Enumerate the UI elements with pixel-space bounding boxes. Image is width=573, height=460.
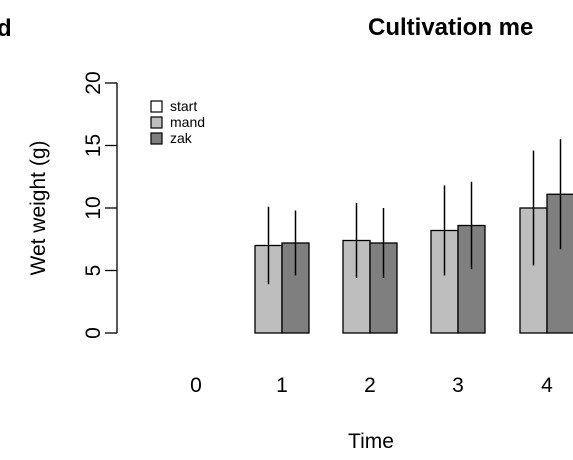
x-tick-label: 0	[190, 374, 202, 397]
x-axis-label: Time	[348, 430, 394, 453]
legend-label-start: start	[170, 98, 197, 114]
legend-swatch-start	[150, 100, 163, 113]
y-tick-label: 5	[82, 265, 105, 277]
legend-label-zak: zak	[170, 130, 193, 146]
error-bars	[267, 139, 562, 285]
x-tick-label: 3	[452, 374, 464, 397]
y-tick-label: 15	[82, 134, 105, 157]
x-tick-label: 4	[541, 374, 553, 397]
y-tick-label: 10	[82, 196, 105, 219]
legend-label-mand: mand	[170, 114, 205, 130]
bars	[254, 193, 573, 334]
y-axis-label: Wet weight (g)	[27, 141, 50, 276]
x-tick-labels: 0 1 2 3 4	[190, 374, 553, 397]
y-tick-label: 0	[82, 327, 105, 339]
x-tick-label: 1	[276, 374, 288, 397]
legend-swatch-mand	[150, 116, 163, 129]
chart-title: Cultivation me	[368, 14, 533, 41]
legend-swatch-zak	[150, 132, 163, 145]
y-tick-label: 20	[82, 71, 105, 94]
x-tick-label: 2	[364, 374, 376, 397]
y-axis: 0 5 10 15 20	[82, 71, 118, 339]
panel-label: d	[0, 15, 12, 42]
